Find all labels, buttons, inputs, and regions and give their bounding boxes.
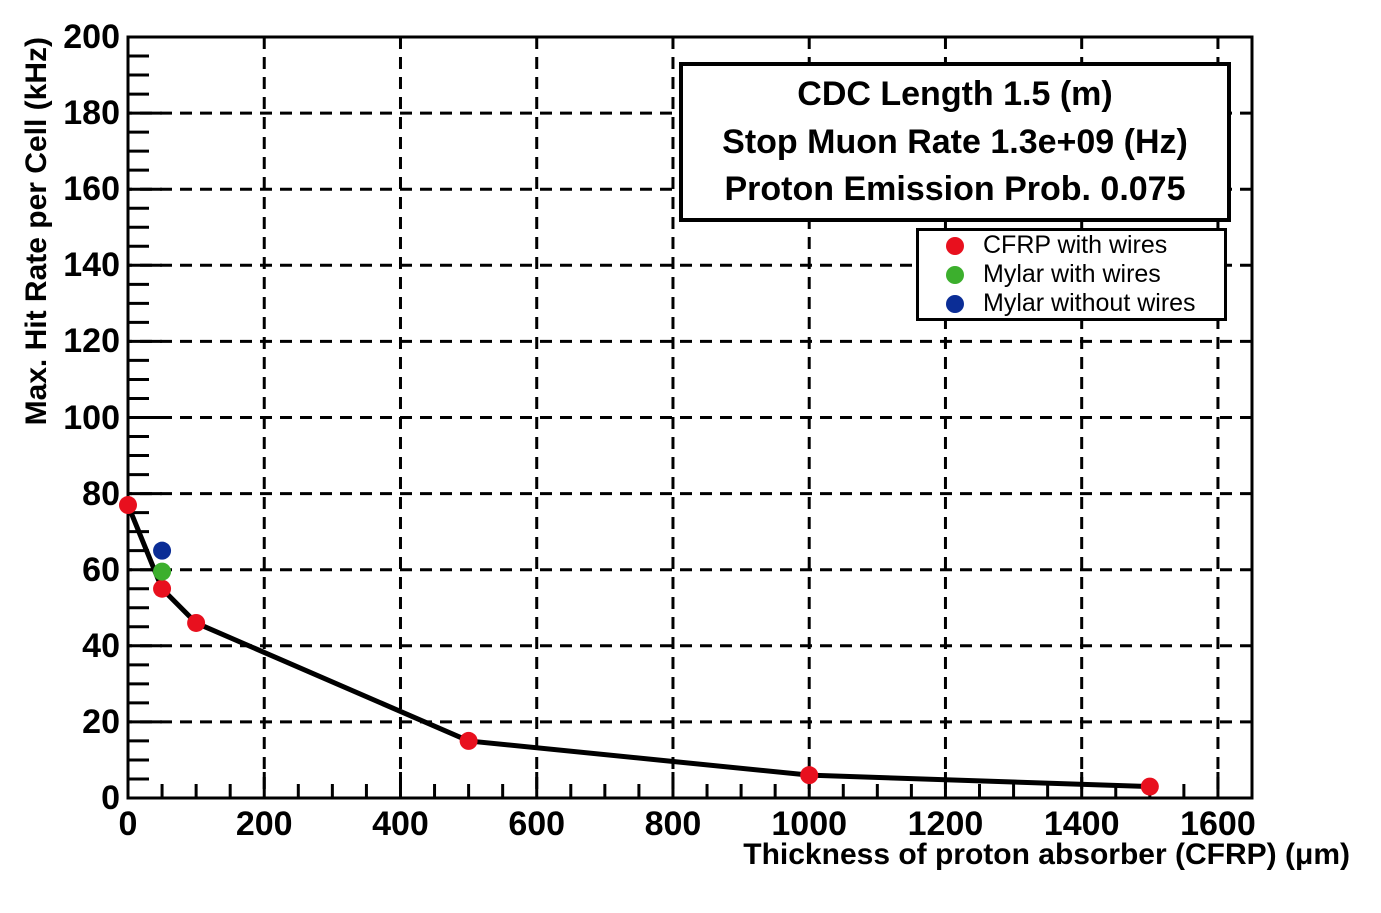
x-tick-label: 400 [372,805,429,843]
data-point [1140,777,1159,796]
legend-entry: CFRP with wires [919,231,1224,260]
x-tick-label: 1400 [1043,805,1120,843]
info-box-line-1: CDC Length 1.5 (m) [797,74,1113,113]
x-tick-label: 0 [118,805,138,843]
legend-entry: Mylar without wires [919,289,1224,318]
legend-marker-icon [946,236,964,255]
y-tick-label: 80 [82,474,120,513]
y-tick-label: 200 [63,18,120,56]
x-tick-label: 1000 [771,805,848,843]
data-point [459,731,478,750]
info-box: CDC Length 1.5 (m) Stop Muon Rate 1.3e+0… [679,62,1231,222]
legend: CFRP with wires Mylar with wires Mylar wit… [916,228,1227,321]
info-box-line-3: Proton Emission Prob. 0.075 [724,170,1186,209]
y-tick-label: 140 [63,246,120,285]
y-tick-label: 0 [101,779,120,817]
x-axis-title: Thickness of proton absorber (CFRP) (μm) [743,838,1350,871]
legend-label: Mylar with wires [983,260,1161,288]
legend-marker-icon [946,294,964,313]
data-point [153,541,172,560]
y-tick-label: 160 [63,170,120,209]
data-point [153,562,172,581]
y-tick-label: 60 [82,550,120,589]
y-tick-label: 40 [82,626,120,665]
x-tick-label: 800 [644,805,702,843]
x-tick-label: 600 [508,805,566,843]
x-tick-label: 1600 [1180,805,1256,843]
legend-entry: Mylar with wires [919,260,1224,289]
data-point [800,766,819,785]
y-tick-label: 100 [63,398,120,437]
legend-marker-icon [946,265,964,284]
data-point [153,579,172,598]
x-tick-label: 200 [235,805,293,843]
data-point [187,613,206,632]
info-box-line-2: Stop Muon Rate 1.3e+09 (Hz) [722,122,1188,161]
legend-label: CFRP with wires [983,231,1168,259]
y-tick-label: 180 [63,94,120,133]
legend-label: Mylar without wires [983,289,1196,317]
x-tick-label: 1200 [907,805,984,843]
y-tick-label: 20 [82,702,120,741]
data-point [119,496,137,515]
y-tick-label: 120 [63,322,120,361]
